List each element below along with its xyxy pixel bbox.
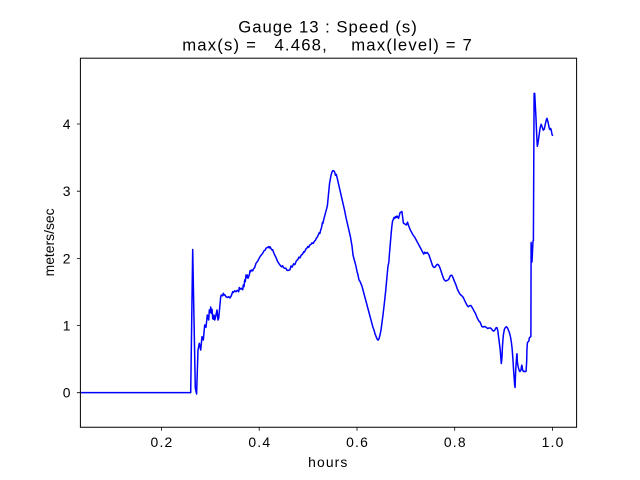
svg-text:2: 2 [63,250,71,266]
svg-text:1: 1 [63,317,71,333]
svg-text:0: 0 [63,385,71,401]
svg-text:3: 3 [63,183,71,199]
svg-text:meters/sec: meters/sec [41,208,57,276]
svg-text:Gauge 13 : Speed (s): Gauge 13 : Speed (s) [238,18,418,37]
svg-text:4: 4 [63,116,71,132]
svg-text:hours: hours [308,454,348,470]
svg-text:max(s) = 4.468, max(level: max(s) = 4.468, max(level) = 7 [182,35,473,54]
svg-text:0.4: 0.4 [248,434,271,450]
svg-text:0.6: 0.6 [346,434,369,450]
svg-text:0.2: 0.2 [151,434,174,450]
svg-text:1.0: 1.0 [542,434,565,450]
svg-text:0.8: 0.8 [444,434,467,450]
